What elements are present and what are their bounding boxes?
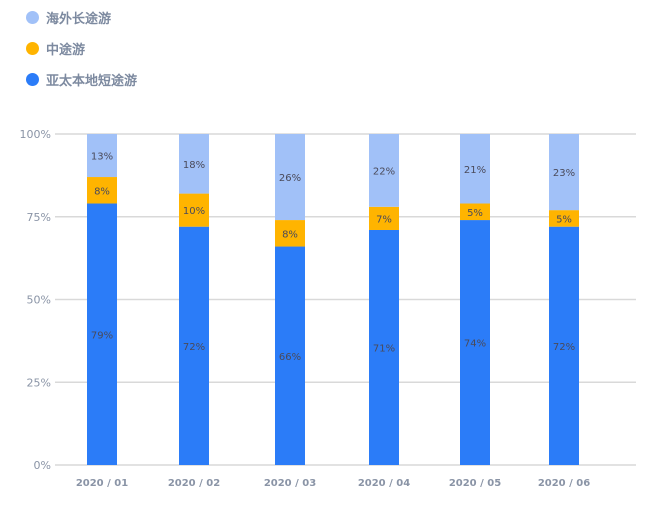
bar-segment [549,226,579,465]
data-label: 13% [91,152,113,163]
legend-item[interactable]: 亚太本地短途游 [24,64,137,95]
data-label: 18% [183,160,205,171]
data-label: 74% [464,339,486,350]
data-label: 23% [553,168,575,179]
y-tick-label: 50% [27,294,51,307]
y-tick-label: 100% [20,128,51,141]
legend-dot-icon [26,11,39,24]
legend-dot-icon [26,73,39,86]
legend-item[interactable]: 中途游 [24,33,137,64]
data-label: 72% [183,342,205,353]
bar-segment [179,226,209,465]
data-label: 8% [282,229,298,240]
data-label: 8% [94,186,110,197]
bar-segment [460,220,490,465]
y-tick-label: 75% [27,211,51,224]
bar-segment [275,220,305,247]
bar-segment [460,203,490,221]
bar-segment [179,193,209,227]
bar-segment [87,203,117,465]
data-label: 72% [553,342,575,353]
data-label: 66% [279,352,301,363]
y-tick-label: 25% [27,376,51,389]
chart-legend: 海外长途游中途游亚太本地短途游 [24,2,137,95]
data-label: 7% [376,214,392,225]
bar-segment [549,134,579,211]
bar-segment [369,134,399,207]
x-tick-label: 2020 / 04 [358,478,410,489]
legend-label: 亚太本地短途游 [46,74,138,89]
legend-label: 中途游 [46,43,86,58]
bar-segment [87,134,117,178]
data-label: 71% [373,343,395,354]
data-label: 5% [556,214,572,225]
data-label: 10% [183,206,205,217]
bar-segment [275,246,305,465]
y-tick-label: 0% [34,459,51,472]
data-label: 22% [373,166,395,177]
legend-item[interactable]: 海外长途游 [24,2,137,33]
x-tick-label: 2020 / 03 [264,478,316,489]
bar-segment [87,177,117,204]
x-tick-label: 2020 / 01 [76,478,128,489]
bar-segment [369,206,399,230]
x-tick-label: 2020 / 05 [449,478,501,489]
data-label: 21% [464,165,486,176]
data-label: 5% [467,208,483,219]
data-label: 26% [279,173,301,184]
legend-dot-icon [26,42,39,55]
bar-segment [460,134,490,204]
legend-label: 海外长途游 [46,12,112,27]
bar-segment [179,134,209,194]
data-label: 79% [91,330,113,341]
bar-segment [549,210,579,227]
bar-segment [275,134,305,221]
x-tick-label: 2020 / 02 [168,478,220,489]
bar-segment [369,229,399,465]
x-tick-label: 2020 / 06 [538,478,590,489]
